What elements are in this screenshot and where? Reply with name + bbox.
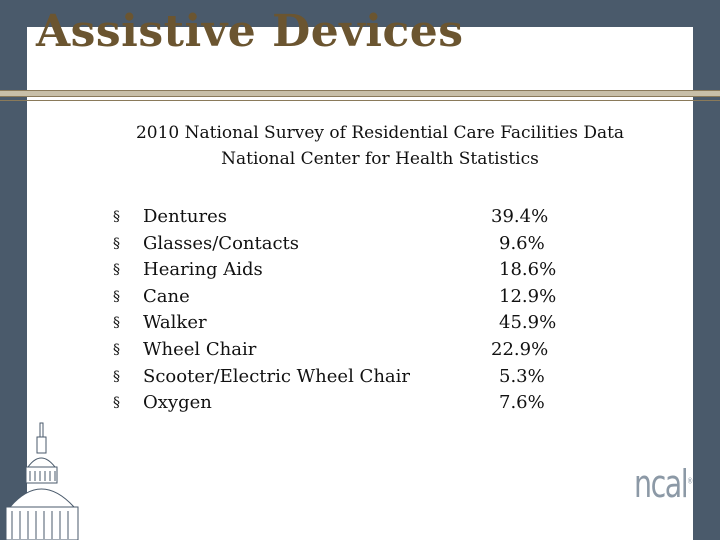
title-divider-thin [0, 100, 720, 101]
device-percentage: 39.4% [491, 206, 549, 227]
device-label: Walker [143, 312, 207, 334]
list-item: § Cane 12.9% [113, 284, 593, 311]
device-label: Oxygen [143, 392, 212, 414]
device-label: Hearing Aids [143, 259, 263, 281]
device-percentage: 7.6% [499, 392, 545, 414]
list-item: § Wheel Chair 22.9% [113, 337, 593, 364]
list-item: § Scooter/Electric Wheel Chair 5.3% [113, 364, 593, 391]
ncal-logo: ncal® [634, 462, 693, 506]
bullet-icon: § [113, 235, 120, 252]
list-item: § Walker 45.9% [113, 310, 593, 337]
device-label: Cane [143, 285, 190, 307]
device-label: Wheel Chair [143, 338, 257, 360]
title-divider [0, 90, 720, 97]
device-percentage: 18.6% [499, 259, 557, 281]
bullet-icon: § [113, 315, 120, 332]
device-label: Glasses/Contacts [143, 232, 300, 254]
device-label: Dentures [143, 206, 227, 227]
list-item: § Oxygen 7.6% [113, 390, 593, 417]
slide-subtitle: 2010 National Survey of Residential Care… [70, 120, 690, 172]
bullet-icon: § [113, 368, 120, 385]
subtitle-line-source: National Center for Health Statistics [221, 149, 539, 169]
slide-title: Assistive Devices [36, 6, 464, 57]
device-percentage: 5.3% [499, 365, 545, 387]
bullet-icon: § [113, 262, 120, 279]
bullet-icon: § [113, 288, 120, 305]
bullet-icon: § [113, 395, 120, 412]
bullet-icon: § [113, 209, 120, 225]
device-percentage: 22.9% [491, 338, 549, 360]
subtitle-line-survey: 2010 National Survey of Residential Care… [135, 123, 625, 143]
list-item: § Glasses/Contacts 9.6% [113, 231, 593, 258]
slide-canvas [27, 27, 693, 540]
logo-text: ncal [634, 462, 689, 506]
list-item: § Dentures 39.4% [113, 204, 593, 231]
device-list: § Dentures 39.4% § Glasses/Contacts 9.6% § Hear… [113, 204, 593, 417]
bullet-icon: § [113, 341, 120, 358]
device-percentage: 12.9% [499, 285, 557, 307]
device-percentage: 9.6% [499, 232, 545, 254]
capitol-dome-icon [5, 422, 79, 540]
device-percentage: 45.9% [499, 312, 557, 334]
device-label: Scooter/Electric Wheel Chair [143, 365, 411, 387]
registered-mark: ® [687, 476, 693, 486]
list-item: § Hearing Aids 18.6% [113, 257, 593, 284]
